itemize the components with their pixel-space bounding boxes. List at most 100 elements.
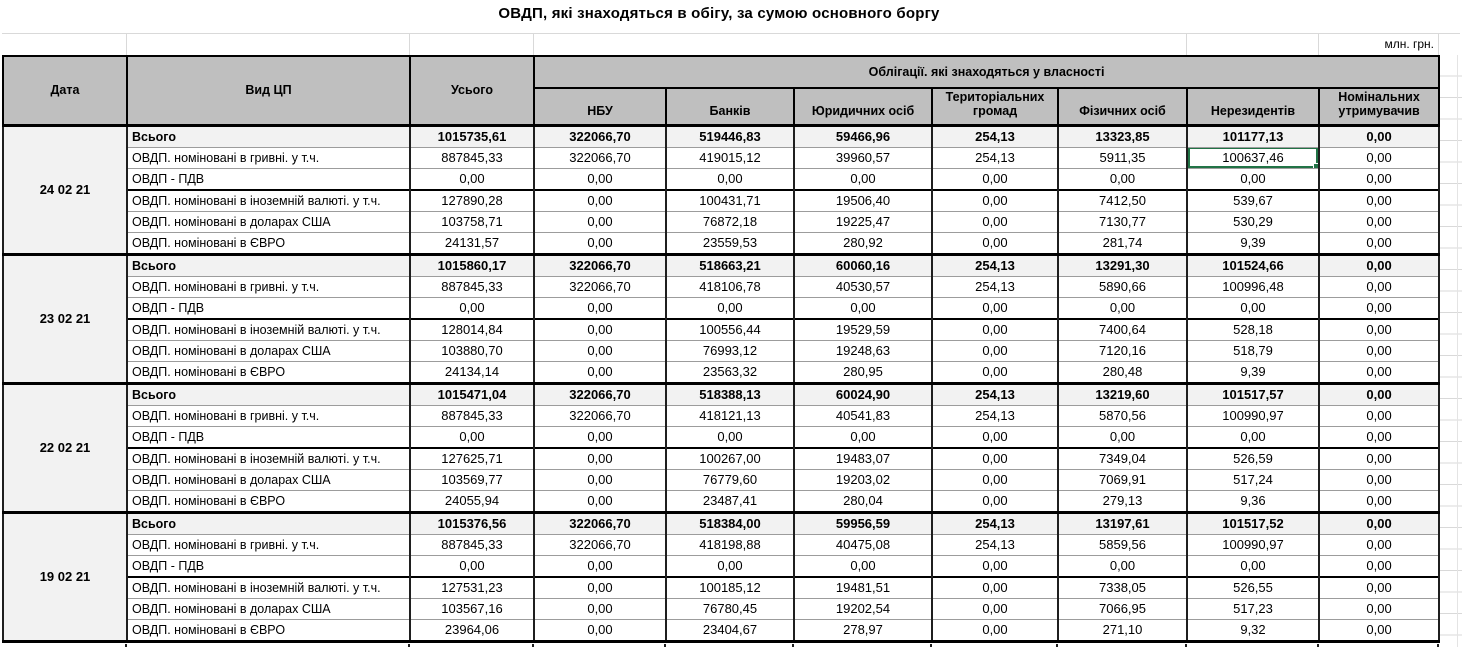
value-cell[interactable]: 0,00 (1317, 339, 1441, 362)
value-cell[interactable]: 0,00 (931, 339, 1059, 362)
value-cell[interactable]: 101524,66 (1186, 252, 1320, 277)
value-cell[interactable]: 0,00 (1317, 381, 1441, 406)
value-cell[interactable]: 0,00 (1186, 167, 1320, 190)
value-cell[interactable]: 0,00 (1317, 533, 1441, 556)
row-label-cell[interactable]: Всього (126, 510, 411, 535)
value-cell[interactable]: 519446,83 (665, 123, 795, 148)
value-cell[interactable]: 127531,23 (409, 575, 535, 599)
value-cell[interactable]: 103567,16 (409, 597, 535, 620)
value-cell[interactable]: 0,00 (533, 618, 667, 642)
value-cell[interactable]: 127625,71 (409, 446, 535, 470)
value-cell[interactable]: 0,00 (931, 597, 1059, 620)
value-cell[interactable]: 1015376,56 (409, 510, 535, 535)
value-cell[interactable]: 0,00 (1317, 468, 1441, 491)
value-cell[interactable]: 59466,96 (793, 123, 933, 148)
date-cell[interactable]: 19 02 21 (2, 510, 128, 643)
row-label-cell[interactable]: ОВДП. номіновані в гривні. у т.ч. (126, 146, 411, 169)
value-cell[interactable]: 40541,83 (793, 404, 933, 427)
value-cell[interactable]: 528,18 (1186, 317, 1320, 341)
row-label-cell[interactable]: ОВДП. номіновані в гривні. у т.ч. (126, 275, 411, 298)
value-cell[interactable]: 103758,71 (409, 210, 535, 233)
row-label-cell[interactable]: ОВДП - ПДВ (126, 296, 411, 319)
date-cell[interactable]: 24 02 21 (2, 123, 128, 256)
value-cell[interactable]: 1015860,17 (409, 252, 535, 277)
row-label-cell[interactable]: ОВДП. номіновані в іноземній валюті. у т… (126, 317, 411, 341)
value-cell[interactable]: 100996,48 (1186, 275, 1320, 298)
value-cell[interactable]: 271,10 (1057, 618, 1188, 642)
value-cell[interactable]: 19248,63 (793, 339, 933, 362)
value-cell[interactable]: 24055,94 (409, 489, 535, 513)
value-cell[interactable]: 280,92 (793, 231, 933, 255)
selected-cell[interactable]: 100637,46 (1186, 146, 1320, 169)
value-cell[interactable]: 0,00 (1317, 575, 1441, 599)
value-cell[interactable]: 0,00 (1317, 252, 1441, 277)
value-cell[interactable]: 526,59 (1186, 446, 1320, 470)
value-cell[interactable]: 19506,40 (793, 188, 933, 212)
value-cell[interactable]: 127890,28 (409, 188, 535, 212)
value-cell[interactable]: 0,00 (1317, 425, 1441, 448)
value-cell[interactable]: 0,00 (931, 554, 1059, 577)
value-cell[interactable]: 418121,13 (665, 404, 795, 427)
value-cell[interactable]: 0,00 (1317, 618, 1441, 642)
date-cell[interactable]: 22 02 21 (2, 381, 128, 514)
value-cell[interactable]: 887845,33 (409, 404, 535, 427)
value-cell[interactable]: 100990,97 (1186, 533, 1320, 556)
value-cell[interactable]: 0,00 (533, 167, 667, 190)
row-label-cell[interactable]: ОВДП. номіновані в іноземній валюті. у т… (126, 446, 411, 470)
value-cell[interactable]: 0,00 (1317, 404, 1441, 427)
value-cell[interactable]: 19225,47 (793, 210, 933, 233)
value-cell[interactable]: 518388,13 (665, 381, 795, 406)
value-cell[interactable]: 0,00 (409, 296, 535, 319)
value-cell[interactable]: 0,00 (1057, 296, 1188, 319)
row-label-cell[interactable]: ОВДП. номіновані в іноземній валюті. у т… (126, 575, 411, 599)
value-cell[interactable]: 40530,57 (793, 275, 933, 298)
value-cell[interactable]: 518663,21 (665, 252, 795, 277)
value-cell[interactable]: 9,39 (1186, 360, 1320, 384)
value-cell[interactable]: 7120,16 (1057, 339, 1188, 362)
value-cell[interactable]: 1015471,04 (409, 381, 535, 406)
value-cell[interactable]: 0,00 (1317, 146, 1441, 169)
value-cell[interactable]: 0,00 (1317, 123, 1441, 148)
value-cell[interactable]: 254,13 (931, 123, 1059, 148)
value-cell[interactable]: 7400,64 (1057, 317, 1188, 341)
value-cell[interactable]: 0,00 (533, 597, 667, 620)
value-cell[interactable]: 59956,59 (793, 510, 933, 535)
value-cell[interactable]: 0,00 (1317, 317, 1441, 341)
header-owner-banks[interactable]: Банків (665, 86, 795, 127)
value-cell[interactable]: 254,13 (931, 404, 1059, 427)
value-cell[interactable]: 76872,18 (665, 210, 795, 233)
value-cell[interactable]: 539,67 (1186, 188, 1320, 212)
value-cell[interactable]: 1015735,61 (409, 123, 535, 148)
value-cell[interactable]: 76779,60 (665, 468, 795, 491)
value-cell[interactable]: 76993,12 (665, 339, 795, 362)
row-label-cell[interactable]: Всього (126, 381, 411, 406)
value-cell[interactable]: 281,74 (1057, 231, 1188, 255)
value-cell[interactable]: 101517,52 (1186, 510, 1320, 535)
value-cell[interactable]: 0,00 (533, 446, 667, 470)
value-cell[interactable]: 0,00 (931, 468, 1059, 491)
value-cell[interactable]: 0,00 (931, 231, 1059, 255)
value-cell[interactable]: 24134,14 (409, 360, 535, 384)
row-label-cell[interactable]: ОВДП. номіновані в доларах США (126, 339, 411, 362)
value-cell[interactable]: 280,48 (1057, 360, 1188, 384)
row-label-cell[interactable]: ОВДП. номіновані в ЄВРО (126, 618, 411, 642)
value-cell[interactable]: 5911,35 (1057, 146, 1188, 169)
value-cell[interactable]: 887845,33 (409, 533, 535, 556)
value-cell[interactable]: 13323,85 (1057, 123, 1188, 148)
value-cell[interactable]: 0,00 (533, 188, 667, 212)
value-cell[interactable]: 100556,44 (665, 317, 795, 341)
value-cell[interactable]: 254,13 (931, 381, 1059, 406)
value-cell[interactable]: 0,00 (1317, 360, 1441, 384)
value-cell[interactable]: 0,00 (1317, 231, 1441, 255)
header-ownership-group[interactable]: Облігації. які знаходяться у власності (532, 55, 1441, 89)
value-cell[interactable]: 0,00 (533, 489, 667, 513)
row-label-cell[interactable]: ОВДП. номіновані в ЄВРО (126, 360, 411, 384)
value-cell[interactable]: 0,00 (931, 618, 1059, 642)
value-cell[interactable]: 0,00 (533, 575, 667, 599)
value-cell[interactable]: 418106,78 (665, 275, 795, 298)
value-cell[interactable]: 0,00 (931, 210, 1059, 233)
value-cell[interactable]: 0,00 (1317, 597, 1441, 620)
value-cell[interactable]: 530,29 (1186, 210, 1320, 233)
value-cell[interactable]: 7349,04 (1057, 446, 1188, 470)
value-cell[interactable]: 19202,54 (793, 597, 933, 620)
